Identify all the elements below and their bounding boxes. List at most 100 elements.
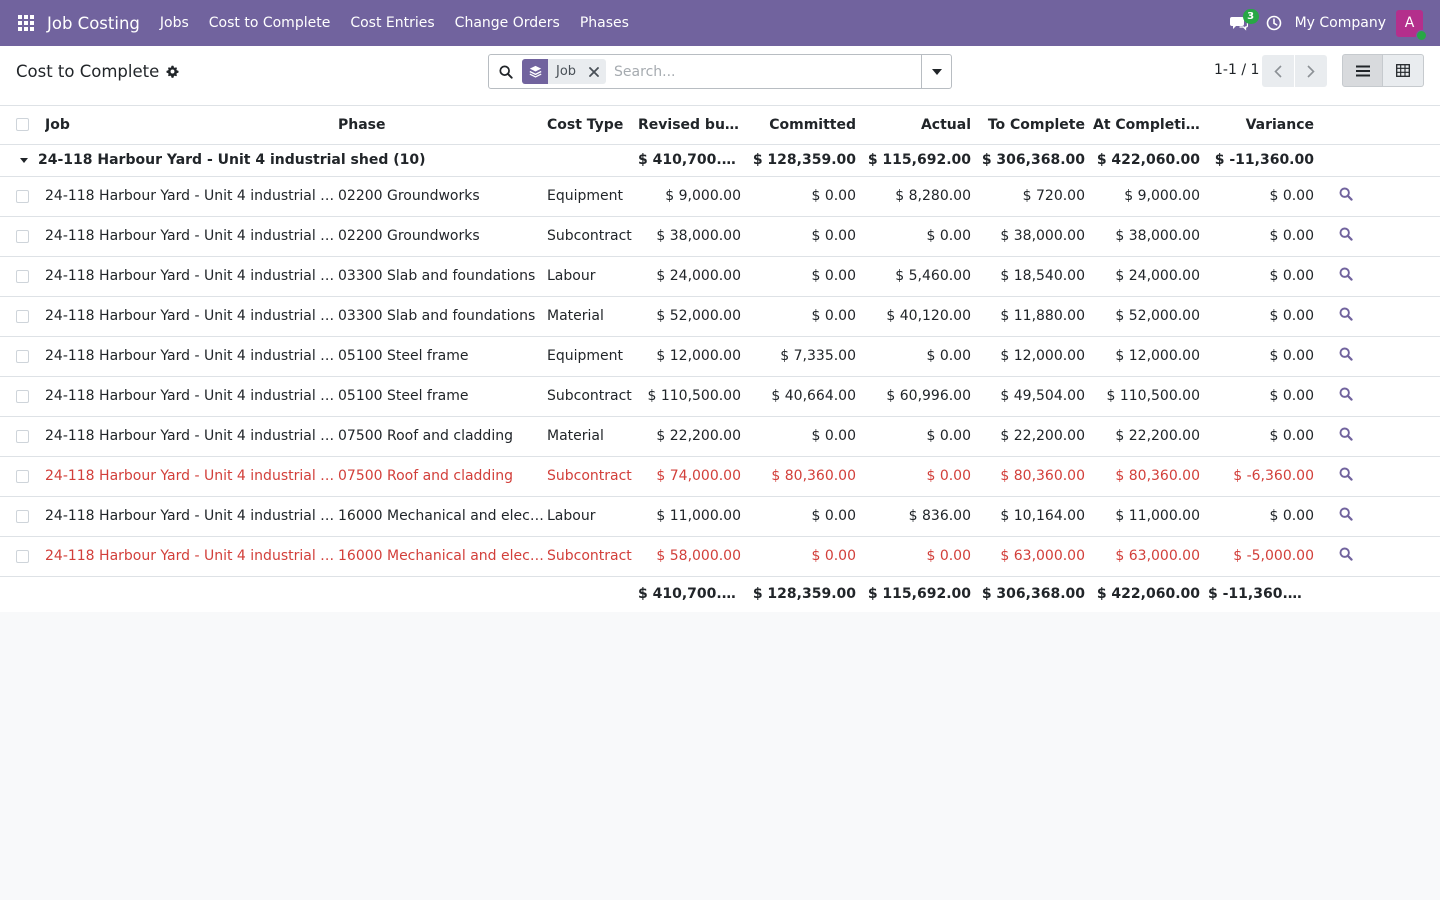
user-avatar[interactable]: A: [1396, 9, 1427, 41]
cell-phase[interactable]: 16000 Mechanical and electrical: [338, 496, 547, 537]
cell-committed[interactable]: $ 0.00: [749, 296, 864, 337]
column-header-at-completion[interactable]: At Completion: [1093, 106, 1208, 145]
search-icon[interactable]: [489, 64, 522, 79]
table-row[interactable]: 24-118 Harbour Yard - Unit 4 industrial …: [0, 256, 1440, 297]
cell-variance[interactable]: $ 0.00: [1208, 336, 1322, 377]
cell-cost-type[interactable]: Labour: [547, 256, 638, 297]
pager-previous-button[interactable]: [1262, 55, 1294, 87]
cell-variance[interactable]: $ 0.00: [1208, 296, 1322, 337]
close-icon[interactable]: [584, 66, 604, 77]
cell-committed[interactable]: $ 80,360.00: [749, 456, 864, 497]
menu-change-orders[interactable]: Change Orders: [454, 15, 560, 31]
group-header-cell[interactable]: 24-118 Harbour Yard - Unit 4 industrial …: [0, 144, 638, 177]
cell-revised-budget[interactable]: $ 58,000.00: [638, 536, 749, 577]
cell-actual[interactable]: $ 0.00: [864, 336, 979, 377]
menu-phases[interactable]: Phases: [579, 15, 629, 31]
cell-phase[interactable]: 02200 Groundworks: [338, 176, 547, 217]
column-header-committed[interactable]: Committed: [749, 106, 864, 145]
column-header-phase[interactable]: Phase: [338, 106, 547, 145]
cell-to-complete[interactable]: $ 80,360.00: [979, 456, 1093, 497]
pager-value[interactable]: 1-1 / 1: [1214, 62, 1260, 78]
cell-job[interactable]: 24-118 Harbour Yard - Unit 4 industrial …: [45, 216, 338, 257]
magnifier-icon[interactable]: [1339, 187, 1353, 201]
cell-committed[interactable]: $ 0.00: [749, 176, 864, 217]
magnifier-icon[interactable]: [1339, 547, 1353, 561]
cell-to-complete[interactable]: $ 18,540.00: [979, 256, 1093, 297]
magnifier-icon[interactable]: [1339, 267, 1353, 281]
app-name[interactable]: Job Costing: [47, 13, 140, 33]
column-header-to-complete[interactable]: To Complete: [979, 106, 1093, 145]
cell-variance[interactable]: $ 0.00: [1208, 416, 1322, 457]
cell-variance[interactable]: $ 0.00: [1208, 256, 1322, 297]
cell-actual[interactable]: $ 836.00: [864, 496, 979, 537]
cell-cost-type[interactable]: Subcontract: [547, 376, 638, 417]
pivot-view-button[interactable]: [1383, 54, 1424, 87]
cell-to-complete[interactable]: $ 49,504.00: [979, 376, 1093, 417]
list-view-button[interactable]: [1342, 54, 1383, 87]
cell-phase[interactable]: 02200 Groundworks: [338, 216, 547, 257]
cell-variance[interactable]: $ -6,360.00: [1208, 456, 1322, 497]
row-checkbox[interactable]: [16, 389, 29, 403]
cell-phase[interactable]: 03300 Slab and foundations: [338, 296, 547, 337]
cell-at-completion[interactable]: $ 9,000.00: [1093, 176, 1208, 217]
cell-revised-budget[interactable]: $ 74,000.00: [638, 456, 749, 497]
row-checkbox[interactable]: [16, 469, 29, 483]
cell-revised-budget[interactable]: $ 9,000.00: [638, 176, 749, 217]
cell-actual[interactable]: $ 60,996.00: [864, 376, 979, 417]
cell-at-completion[interactable]: $ 110,500.00: [1093, 376, 1208, 417]
cell-cost-type[interactable]: Subcontract: [547, 216, 638, 257]
cell-to-complete[interactable]: $ 38,000.00: [979, 216, 1093, 257]
column-header-cost-type[interactable]: Cost Type: [547, 106, 638, 145]
cell-phase[interactable]: 03300 Slab and foundations: [338, 256, 547, 297]
cell-actual[interactable]: $ 8,280.00: [864, 176, 979, 217]
row-checkbox[interactable]: [16, 309, 29, 323]
cell-at-completion[interactable]: $ 11,000.00: [1093, 496, 1208, 537]
activity-menu[interactable]: [1257, 0, 1291, 46]
cell-revised-budget[interactable]: $ 110,500.00: [638, 376, 749, 417]
cell-variance[interactable]: $ 0.00: [1208, 496, 1322, 537]
gear-icon[interactable]: [166, 65, 179, 78]
company-switcher[interactable]: My Company: [1294, 15, 1386, 31]
cell-committed[interactable]: $ 40,664.00: [749, 376, 864, 417]
cell-job[interactable]: 24-118 Harbour Yard - Unit 4 industrial …: [45, 376, 338, 417]
cell-revised-budget[interactable]: $ 11,000.00: [638, 496, 749, 537]
cell-job[interactable]: 24-118 Harbour Yard - Unit 4 industrial …: [45, 336, 338, 377]
cell-cost-type[interactable]: Subcontract: [547, 536, 638, 577]
column-header-revised-budget[interactable]: Revised budget: [638, 106, 749, 145]
cell-phase[interactable]: 16000 Mechanical and electrical: [338, 536, 547, 577]
cell-cost-type[interactable]: Subcontract: [547, 456, 638, 497]
cell-actual[interactable]: $ 5,460.00: [864, 256, 979, 297]
menu-cost-entries[interactable]: Cost Entries: [350, 15, 435, 31]
cell-actual[interactable]: $ 0.00: [864, 536, 979, 577]
magnifier-icon[interactable]: [1339, 507, 1353, 521]
cell-job[interactable]: 24-118 Harbour Yard - Unit 4 industrial …: [45, 496, 338, 537]
cell-committed[interactable]: $ 0.00: [749, 496, 864, 537]
cell-cost-type[interactable]: Material: [547, 416, 638, 457]
table-row[interactable]: 24-118 Harbour Yard - Unit 4 industrial …: [0, 216, 1440, 257]
cell-variance[interactable]: $ 0.00: [1208, 376, 1322, 417]
table-row[interactable]: 24-118 Harbour Yard - Unit 4 industrial …: [0, 416, 1440, 457]
cell-variance[interactable]: $ 0.00: [1208, 176, 1322, 217]
group-row[interactable]: 24-118 Harbour Yard - Unit 4 industrial …: [0, 144, 1440, 177]
cell-job[interactable]: 24-118 Harbour Yard - Unit 4 industrial …: [45, 456, 338, 497]
cell-revised-budget[interactable]: $ 38,000.00: [638, 216, 749, 257]
column-header-variance[interactable]: Variance: [1208, 106, 1322, 145]
cell-to-complete[interactable]: $ 11,880.00: [979, 296, 1093, 337]
row-checkbox[interactable]: [16, 349, 29, 363]
table-row[interactable]: 24-118 Harbour Yard - Unit 4 industrial …: [0, 536, 1440, 577]
cell-job[interactable]: 24-118 Harbour Yard - Unit 4 industrial …: [45, 416, 338, 457]
cell-committed[interactable]: $ 0.00: [749, 416, 864, 457]
row-checkbox[interactable]: [16, 189, 29, 203]
magnifier-icon[interactable]: [1339, 387, 1353, 401]
column-header-job[interactable]: Job: [45, 106, 338, 145]
table-row[interactable]: 24-118 Harbour Yard - Unit 4 industrial …: [0, 456, 1440, 497]
cell-job[interactable]: 24-118 Harbour Yard - Unit 4 industrial …: [45, 256, 338, 297]
cell-to-complete[interactable]: $ 22,200.00: [979, 416, 1093, 457]
row-checkbox[interactable]: [16, 229, 29, 243]
magnifier-icon[interactable]: [1339, 307, 1353, 321]
cell-phase[interactable]: 07500 Roof and cladding: [338, 416, 547, 457]
magnifier-icon[interactable]: [1339, 467, 1353, 481]
cell-revised-budget[interactable]: $ 24,000.00: [638, 256, 749, 297]
cell-cost-type[interactable]: Equipment: [547, 336, 638, 377]
table-row[interactable]: 24-118 Harbour Yard - Unit 4 industrial …: [0, 376, 1440, 417]
